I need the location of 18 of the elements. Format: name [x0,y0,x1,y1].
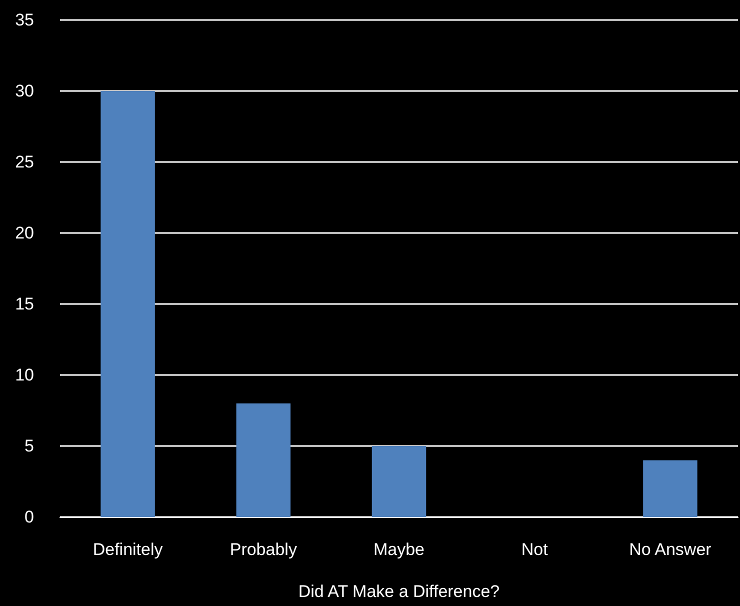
y-tick-label: 0 [24,508,34,526]
x-tick-label: Not [521,540,548,559]
y-tick-label: 20 [15,224,34,242]
x-tick-label: Probably [230,540,298,559]
x-tick-label: Maybe [373,540,425,559]
bar [236,403,291,517]
bar [100,91,155,517]
y-tick-label: 35 [15,10,34,30]
x-tick-label: No Answer [629,540,712,559]
x-tick-label: Definitely [92,540,164,559]
bar [372,446,426,517]
y-tick-label: 10 [15,366,34,384]
x-axis-title: Did AT Make a Difference? [298,582,500,601]
y-tick-label: 5 [24,436,34,456]
bar [643,460,698,517]
y-tick-label: 15 [15,294,34,314]
y-tick-label: 25 [15,152,34,172]
y-tick-label: 30 [15,82,34,100]
